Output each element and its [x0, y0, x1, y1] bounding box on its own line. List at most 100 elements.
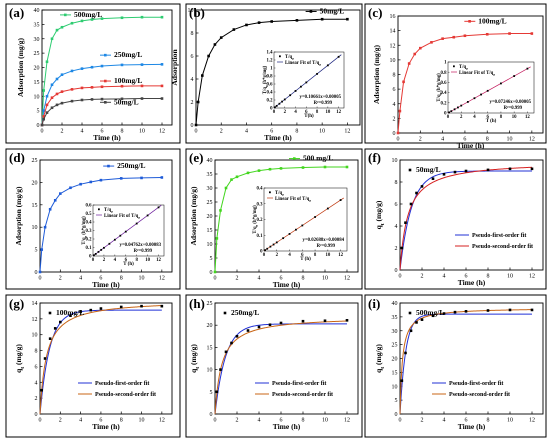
panel-g-xtick-label: 6	[99, 418, 102, 424]
panel-e-xtick-label: 8	[302, 276, 305, 282]
panel-f-plot-frame	[399, 159, 544, 271]
panel-c-inset-point	[500, 82, 502, 85]
panel-b-xtick-label: 6	[270, 129, 273, 135]
panel-a-legend-marker	[104, 101, 107, 104]
panel-c-inset-ytick-label: 0.8	[441, 71, 448, 76]
panel-i-xtick-label: 8	[487, 418, 490, 424]
panel-b-ytick-label: 0	[191, 123, 194, 129]
panel-e-data-point	[279, 167, 283, 170]
panel-d-inset-ytick-label: 0.1	[86, 246, 93, 251]
panel-d-data-point	[79, 182, 82, 186]
panel-c-inset-xtick-label: 4	[473, 115, 476, 120]
panel-c-inset-xtick-label: 6	[486, 115, 489, 120]
panel-h-data-point	[246, 329, 250, 332]
panel-f-point-legend-marker	[408, 168, 412, 172]
panel-e-xtick-label: 10	[322, 276, 328, 282]
panel-b-inset-ylabel: T/qe (h*g/mg)	[263, 65, 269, 94]
panel-a-data-point	[60, 73, 64, 76]
panel-i-ytick-label: 0	[395, 412, 398, 418]
panel-h-label: (h)	[189, 296, 205, 311]
panel-d-inset-point	[108, 242, 111, 245]
panel-c-ytick-label: 8	[393, 73, 396, 79]
panel-h-ytick-label: 20	[207, 323, 213, 329]
panel-c-data-point	[407, 62, 411, 65]
panel-i-data-point	[453, 310, 457, 314]
panel-b-inset-point	[337, 55, 340, 58]
panel-h-data-point	[345, 319, 349, 322]
panel-b-data-point	[207, 54, 210, 58]
panel-a-data-point	[80, 98, 84, 102]
panel-d-inset-xtick-label: 0	[92, 258, 95, 263]
panel-e-inset-legend-marker	[269, 191, 271, 194]
panel-a-data-point	[42, 109, 45, 112]
panel-a-data-point	[70, 21, 74, 25]
panel-e-inset-xtick-label: 8	[314, 253, 317, 258]
panel-b-inset-point	[281, 100, 283, 103]
panel-d-xtick-label: 4	[79, 276, 82, 282]
panel-g-xtick-label: 0	[39, 418, 42, 424]
panel-d-inset-point	[124, 230, 127, 233]
panel-a-data-point	[80, 86, 84, 90]
panel-b-xtick-label: 4	[245, 129, 248, 135]
panel-e-ytick-label: 25	[207, 200, 213, 206]
panel-g-ytick-label: 2	[35, 396, 38, 402]
panel-c-inset-legend-label: T/qe	[459, 65, 468, 71]
panel-i-point-legend-marker	[408, 311, 412, 315]
panel-a-data-point	[140, 63, 144, 66]
panel-i-data-point	[530, 308, 534, 312]
panel-c-data-point	[452, 35, 456, 39]
panel-h-plot-frame	[214, 302, 359, 415]
panel-d-inset-ytick-label: 0	[89, 255, 92, 260]
panel-c-data-point	[530, 32, 534, 35]
panel-d-xtick-label: 0	[39, 276, 42, 282]
panel-g-xtick-label: 12	[159, 418, 165, 424]
panel-h-xlabel: Time (h)	[273, 422, 301, 431]
panel-c-ytick-label: 14	[390, 29, 396, 35]
panel-i-ytick-label: 5	[395, 398, 398, 404]
panel-c-xlabel: Time (h)	[457, 141, 485, 150]
panel-b-inset-point	[274, 106, 276, 109]
panel-f-xlabel: Time (h)	[458, 278, 486, 287]
panel-h-ytick-label: 10	[207, 368, 213, 374]
panel-a-data-point	[100, 97, 104, 101]
panel-a-xtick-label: 10	[139, 129, 145, 135]
panel-a-ytick-label: 5	[37, 109, 40, 115]
panel-h-data-point	[279, 321, 283, 325]
panel-a-data-point	[90, 98, 94, 101]
panel-d-inset-xtick-label: 4	[114, 258, 117, 263]
panel-d-inset-point	[146, 214, 149, 217]
panel-g-ytick-label: 6	[35, 364, 38, 370]
panel-a-data-point	[160, 15, 164, 19]
panel-e-data-point	[345, 165, 349, 169]
panel-c-ytick-label: 10	[390, 58, 396, 64]
panel-e-data-point	[215, 237, 219, 240]
panel-d-label: (d)	[9, 150, 25, 165]
panel-i-data-point	[508, 308, 512, 312]
panel-b-ytick-label: 10	[188, 8, 194, 14]
panel-e-inset-ytick-label: 0.1	[257, 234, 264, 239]
panel-h-ytick-label: 25	[207, 301, 213, 307]
panel-c-inset-legend-marker	[453, 65, 455, 68]
panel-g-data-point	[59, 320, 62, 324]
panel-d-inset-legend-label: T/qe	[104, 208, 113, 214]
panel-g-point-legend-marker	[48, 311, 52, 315]
panel-a-data-point	[120, 97, 124, 101]
panel-e-xtick-label: 6	[280, 276, 283, 282]
panel-e-data-point	[257, 169, 261, 172]
panel-b-inset-legend-marker	[279, 55, 281, 58]
panel-e-inset-legend-label: T/qe	[275, 191, 284, 197]
panel-g-ytick-label: 8	[35, 349, 38, 355]
panel-e-inset-point	[275, 241, 278, 244]
panel-b-inset-point	[305, 81, 308, 84]
panel-g-ytick-label: 4	[35, 380, 38, 386]
panel-e-data-point	[224, 186, 228, 190]
panel-g-ylabel: qt (mg/g)	[14, 344, 26, 373]
panel-e-xlabel: Time (h)	[273, 280, 301, 289]
panel-i-ylabel: qt (mg/g)	[374, 344, 386, 373]
panel-c-data-point	[396, 131, 400, 135]
panel-a-data-point	[42, 89, 45, 92]
panel-c-ytick-label: 2	[393, 116, 396, 122]
panel-i-border	[364, 294, 547, 438]
panel-d-inset-equation: y=0.04762x+0.00083	[120, 243, 162, 248]
